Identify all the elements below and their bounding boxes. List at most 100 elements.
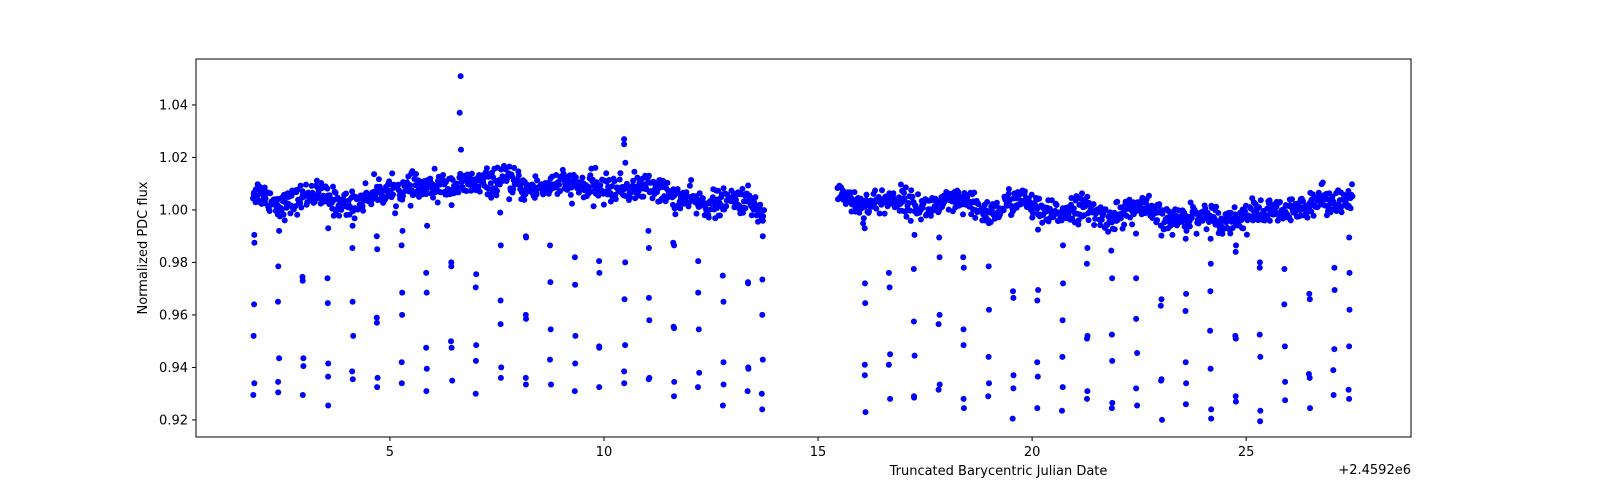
data-point bbox=[915, 191, 921, 198]
data-point bbox=[336, 212, 343, 219]
data-point bbox=[1111, 226, 1118, 233]
data-point bbox=[571, 388, 578, 395]
data-point bbox=[745, 280, 752, 287]
data-point bbox=[1133, 230, 1139, 237]
data-point bbox=[1256, 204, 1262, 211]
data-point bbox=[423, 344, 430, 351]
data-point bbox=[457, 73, 464, 80]
x-tick-label: 15 bbox=[810, 445, 827, 460]
data-point bbox=[399, 227, 406, 234]
y-tick-label: 1.00 bbox=[159, 203, 188, 218]
data-point bbox=[1274, 217, 1281, 224]
data-point bbox=[395, 181, 402, 188]
data-point bbox=[1108, 247, 1115, 254]
data-point bbox=[761, 207, 768, 214]
data-point bbox=[590, 203, 597, 210]
data-point bbox=[1346, 269, 1353, 276]
data-point bbox=[740, 209, 747, 216]
data-point bbox=[267, 190, 274, 197]
data-point bbox=[1215, 209, 1222, 216]
data-point bbox=[723, 203, 730, 210]
data-point bbox=[705, 214, 712, 221]
data-point bbox=[1075, 217, 1082, 224]
data-point bbox=[1146, 192, 1152, 199]
data-point bbox=[851, 189, 858, 196]
data-point bbox=[325, 373, 332, 380]
data-point bbox=[885, 269, 892, 276]
data-point bbox=[463, 188, 470, 194]
data-point bbox=[533, 191, 540, 198]
data-point bbox=[600, 201, 607, 208]
data-point bbox=[1133, 385, 1140, 392]
data-point bbox=[1053, 202, 1060, 208]
data-point bbox=[497, 297, 504, 304]
data-point bbox=[475, 183, 482, 190]
data-point bbox=[986, 306, 992, 313]
data-point bbox=[547, 242, 553, 249]
data-point bbox=[630, 177, 637, 184]
data-point bbox=[985, 353, 992, 360]
data-point bbox=[671, 378, 678, 385]
data-point bbox=[399, 289, 406, 296]
data-point bbox=[488, 194, 495, 201]
data-point bbox=[483, 165, 490, 172]
data-point bbox=[1059, 353, 1066, 360]
data-point bbox=[758, 390, 765, 397]
data-point bbox=[752, 194, 759, 201]
data-points bbox=[250, 73, 1356, 425]
data-point bbox=[303, 181, 309, 188]
data-point bbox=[1134, 402, 1141, 409]
data-point bbox=[423, 365, 430, 372]
data-point bbox=[440, 172, 447, 178]
data-point bbox=[371, 171, 378, 178]
data-point bbox=[359, 203, 366, 210]
data-point bbox=[616, 176, 623, 183]
data-point bbox=[1083, 260, 1090, 267]
data-point bbox=[1097, 222, 1104, 229]
data-point bbox=[1005, 186, 1012, 192]
data-point bbox=[350, 332, 357, 339]
data-point bbox=[251, 301, 258, 308]
data-point bbox=[297, 182, 304, 189]
data-point bbox=[497, 374, 504, 381]
data-point bbox=[640, 193, 647, 200]
data-point bbox=[720, 298, 727, 305]
data-point bbox=[1233, 242, 1239, 249]
data-point bbox=[1029, 214, 1036, 221]
data-point bbox=[759, 217, 766, 224]
data-point bbox=[251, 231, 258, 238]
data-point bbox=[434, 199, 441, 206]
data-point bbox=[522, 381, 529, 388]
data-point bbox=[373, 319, 380, 326]
data-point bbox=[299, 392, 306, 398]
data-point bbox=[1182, 359, 1189, 366]
data-point bbox=[374, 374, 381, 381]
data-point bbox=[596, 258, 603, 265]
data-point bbox=[1154, 217, 1161, 224]
data-point bbox=[645, 227, 652, 234]
data-point bbox=[1010, 385, 1017, 392]
data-point bbox=[324, 185, 331, 192]
data-point bbox=[863, 191, 870, 198]
data-point bbox=[1257, 418, 1264, 425]
data-point bbox=[1060, 242, 1066, 249]
data-point bbox=[1345, 386, 1352, 393]
data-point bbox=[1240, 225, 1247, 232]
data-point bbox=[621, 136, 628, 143]
data-point bbox=[955, 189, 962, 196]
x-axis-offset-text: +2.4592e6 bbox=[1338, 463, 1411, 478]
y-tick-label: 1.02 bbox=[159, 151, 188, 166]
data-point bbox=[856, 209, 863, 216]
data-point bbox=[1010, 288, 1016, 295]
data-point bbox=[456, 109, 463, 116]
x-axis-label: Truncated Barycentric Julian Date bbox=[889, 464, 1108, 479]
data-point bbox=[960, 254, 967, 261]
data-point bbox=[325, 225, 332, 232]
data-point bbox=[936, 254, 943, 261]
data-point bbox=[497, 242, 504, 249]
data-point bbox=[553, 172, 560, 178]
axes-frame bbox=[195, 58, 1412, 438]
data-point bbox=[1281, 266, 1288, 272]
data-point bbox=[1085, 217, 1092, 224]
data-point bbox=[362, 180, 369, 187]
